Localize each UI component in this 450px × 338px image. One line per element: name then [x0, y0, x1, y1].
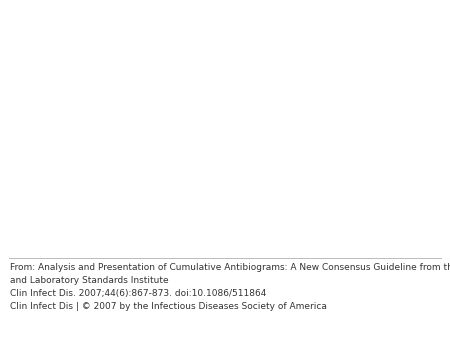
Text: From: Analysis and Presentation of Cumulative Antibiograms: A New Consensus Guid: From: Analysis and Presentation of Cumul… [10, 263, 450, 272]
Text: Clin Infect Dis. 2007;44(6):867-873. doi:10.1086/511864: Clin Infect Dis. 2007;44(6):867-873. doi… [10, 289, 266, 298]
Text: and Laboratory Standards Institute: and Laboratory Standards Institute [10, 276, 169, 285]
Text: Clin Infect Dis | © 2007 by the Infectious Diseases Society of America: Clin Infect Dis | © 2007 by the Infectio… [10, 302, 327, 311]
